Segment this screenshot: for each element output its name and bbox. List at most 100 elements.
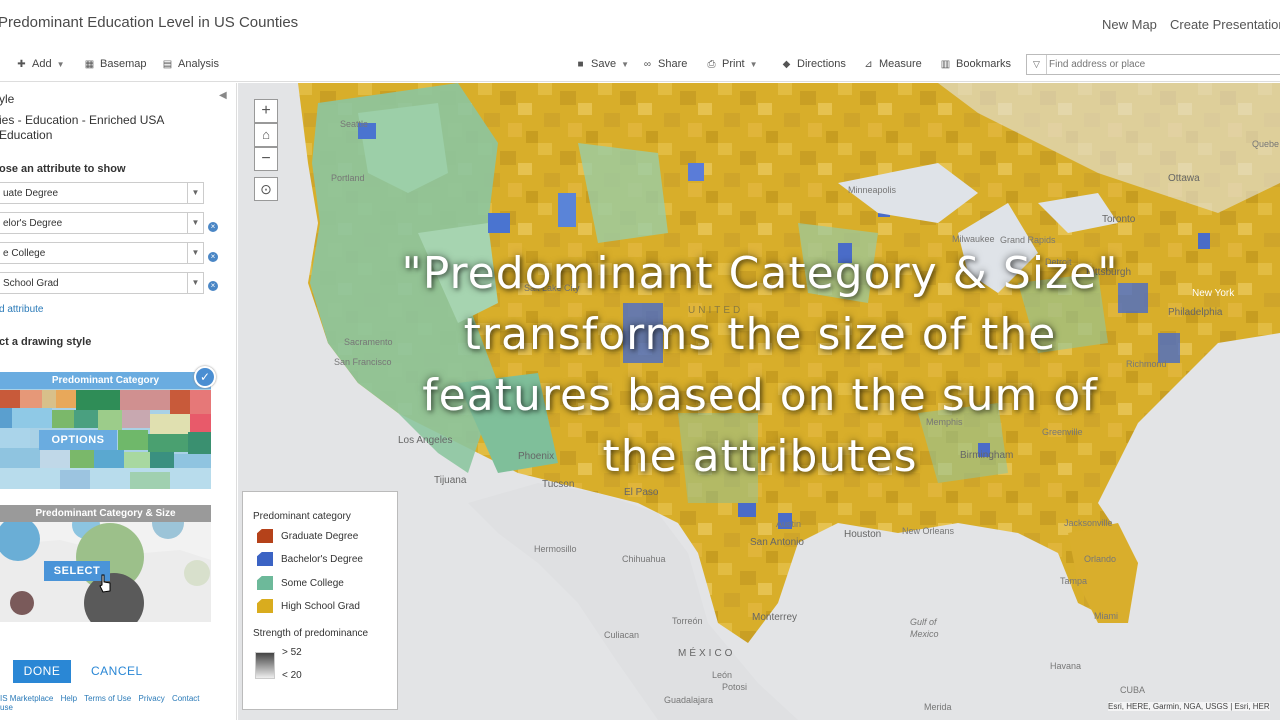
place-label: Birmingham	[960, 450, 1014, 461]
caption-line: the attributes	[602, 431, 918, 482]
attribute-select-3[interactable]: e College ▼	[0, 242, 204, 264]
place-label: Philadelphia	[1168, 307, 1223, 318]
legend-label: Some College	[281, 577, 344, 589]
place-label: Orlando	[1084, 554, 1117, 564]
overlay-caption: "Predominant Category & Size" transforms…	[360, 243, 1160, 487]
strength-title: Strength of predominance	[253, 628, 369, 639]
attribute-select-1[interactable]: uate Degree ▼	[0, 182, 204, 204]
place-label: Miami	[1094, 611, 1118, 621]
place-label: Salt Lake City	[524, 283, 580, 293]
options-button[interactable]: OPTIONS	[39, 430, 117, 450]
add-layer-icon: ✚	[17, 58, 26, 70]
privacy-link[interactable]: Privacy	[138, 694, 165, 703]
place-label: Tampa	[1060, 576, 1088, 586]
place-label: San Antonio	[750, 537, 804, 548]
place-label: Los Angeles	[398, 435, 453, 446]
legend-item: Graduate Degree	[257, 528, 358, 544]
analysis-button[interactable]: ▤ Analysis	[162, 58, 219, 70]
basemap-button[interactable]: ▦ Basemap	[84, 58, 147, 70]
remove-attribute-icon[interactable]: ×	[208, 252, 218, 262]
locate-icon[interactable]: ⊙	[254, 177, 278, 201]
share-button[interactable]: ∞ Share	[642, 58, 687, 70]
attribute-select-2[interactable]: elor's Degree ▼	[0, 212, 204, 234]
style-card-predominant-category[interactable]: Predominant Category OPTIONS	[0, 372, 211, 489]
style-card-predominant-size[interactable]: Predominant Category & Size SELECT	[0, 505, 211, 622]
save-button[interactable]: ■ Save ▼	[575, 58, 629, 70]
place-label: Grand Rapids	[1000, 235, 1056, 245]
help-link[interactable]: Help	[60, 694, 78, 703]
place-label: Minneapolis	[848, 185, 897, 195]
place-label: Sacramento	[344, 337, 393, 347]
place-label: Memphis	[926, 417, 963, 427]
collapse-icon[interactable]: ◀	[219, 90, 227, 101]
legend-item: Bachelor's Degree	[257, 551, 363, 567]
zoom-out-button[interactable]: −	[254, 147, 278, 171]
place-label: Milwaukee	[952, 234, 995, 244]
zoom-in-button[interactable]: +	[254, 99, 278, 123]
search-source-dropdown[interactable]: ▽	[1027, 55, 1047, 74]
place-label: New York	[1192, 288, 1235, 299]
add-label: Add	[32, 58, 52, 70]
cancel-button[interactable]: CANCEL	[91, 664, 143, 678]
directions-button[interactable]: ◆ Directions	[781, 58, 846, 70]
map-attribution: Esri, HERE, Garmin, NGA, USGS | Esri, HE…	[1108, 702, 1270, 711]
select-button[interactable]: SELECT	[44, 561, 110, 581]
legend-label: High School Grad	[281, 600, 360, 612]
country-label: MÉXICO	[678, 648, 736, 659]
panel-heading: yle	[0, 92, 15, 106]
water-label: Mexico	[910, 629, 939, 639]
new-map-link[interactable]: New Map	[1102, 17, 1157, 32]
grid-icon: ▦	[84, 58, 95, 70]
card1-thumbnail	[0, 372, 211, 489]
chevron-down-icon: ▼	[187, 273, 203, 293]
bookmarks-label: Bookmarks	[956, 58, 1012, 70]
print-label: Print	[722, 58, 745, 70]
marketplace-link[interactable]: IS Marketplace	[0, 694, 54, 703]
attribute-select-4[interactable]: School Grad ▼	[0, 272, 204, 294]
bookmarks-button[interactable]: ▥ Bookmarks	[940, 58, 1011, 70]
chevron-down-icon: ▼	[56, 59, 65, 69]
legend-title: Predominant category	[253, 511, 351, 522]
caption-line: "Predominant Category & Size"	[401, 248, 1119, 299]
map-legend: Predominant category Graduate Degree Bac…	[242, 491, 398, 710]
choose-attribute-heading: ose an attribute to show	[0, 163, 126, 175]
legend-label: Bachelor's Degree	[281, 553, 363, 565]
create-presentation-link[interactable]: Create Presentation	[1170, 17, 1280, 32]
print-button[interactable]: ⎙ Print ▼	[706, 58, 758, 70]
card-title: Predominant Category	[0, 372, 211, 389]
strength-gradient	[255, 652, 275, 679]
search-input[interactable]	[1049, 57, 1279, 72]
remove-attribute-icon[interactable]: ×	[208, 222, 218, 232]
map-view[interactable]: + ⌂ − ⊙ Seattle Portland Sacramento San …	[238, 83, 1280, 720]
bookmark-icon: ▥	[940, 58, 951, 70]
caption-line: transforms the size of the	[463, 309, 1057, 360]
place-label: León	[712, 670, 733, 680]
add-attribute-link[interactable]: d attribute	[0, 304, 44, 315]
chevron-down-icon: ▼	[749, 59, 758, 69]
place-label: Portland	[331, 173, 365, 183]
place-label: Potosi	[722, 682, 748, 692]
footer-link-use[interactable]: use	[0, 703, 13, 712]
terms-link[interactable]: Terms of Use	[84, 694, 132, 703]
printer-icon: ⎙	[707, 58, 716, 70]
chevron-down-icon: ▼	[621, 59, 629, 69]
measure-button[interactable]: ⊿ Measure	[863, 58, 922, 70]
layer-name-line2: Education	[0, 128, 53, 142]
app-title: Predominant Education Level in US Counti…	[0, 14, 299, 31]
analysis-icon: ▤	[162, 58, 173, 70]
place-label: Tucson	[542, 479, 575, 490]
home-icon[interactable]: ⌂	[254, 123, 278, 147]
contact-link[interactable]: Contact	[171, 694, 200, 703]
chevron-down-icon: ▼	[187, 243, 203, 263]
legend-swatch	[257, 576, 273, 590]
place-label: Jacksonville	[1064, 518, 1113, 528]
legend-swatch	[257, 529, 273, 543]
check-icon: ✓	[194, 366, 216, 388]
remove-attribute-icon[interactable]: ×	[208, 281, 218, 291]
attribute-value: School Grad	[3, 278, 59, 289]
place-label: Culiacan	[604, 630, 640, 640]
analysis-label: Analysis	[178, 58, 219, 70]
add-button[interactable]: ✚ Add ▼	[16, 58, 65, 70]
done-button[interactable]: DONE	[13, 660, 71, 683]
place-label: Guadalajara	[664, 695, 714, 705]
